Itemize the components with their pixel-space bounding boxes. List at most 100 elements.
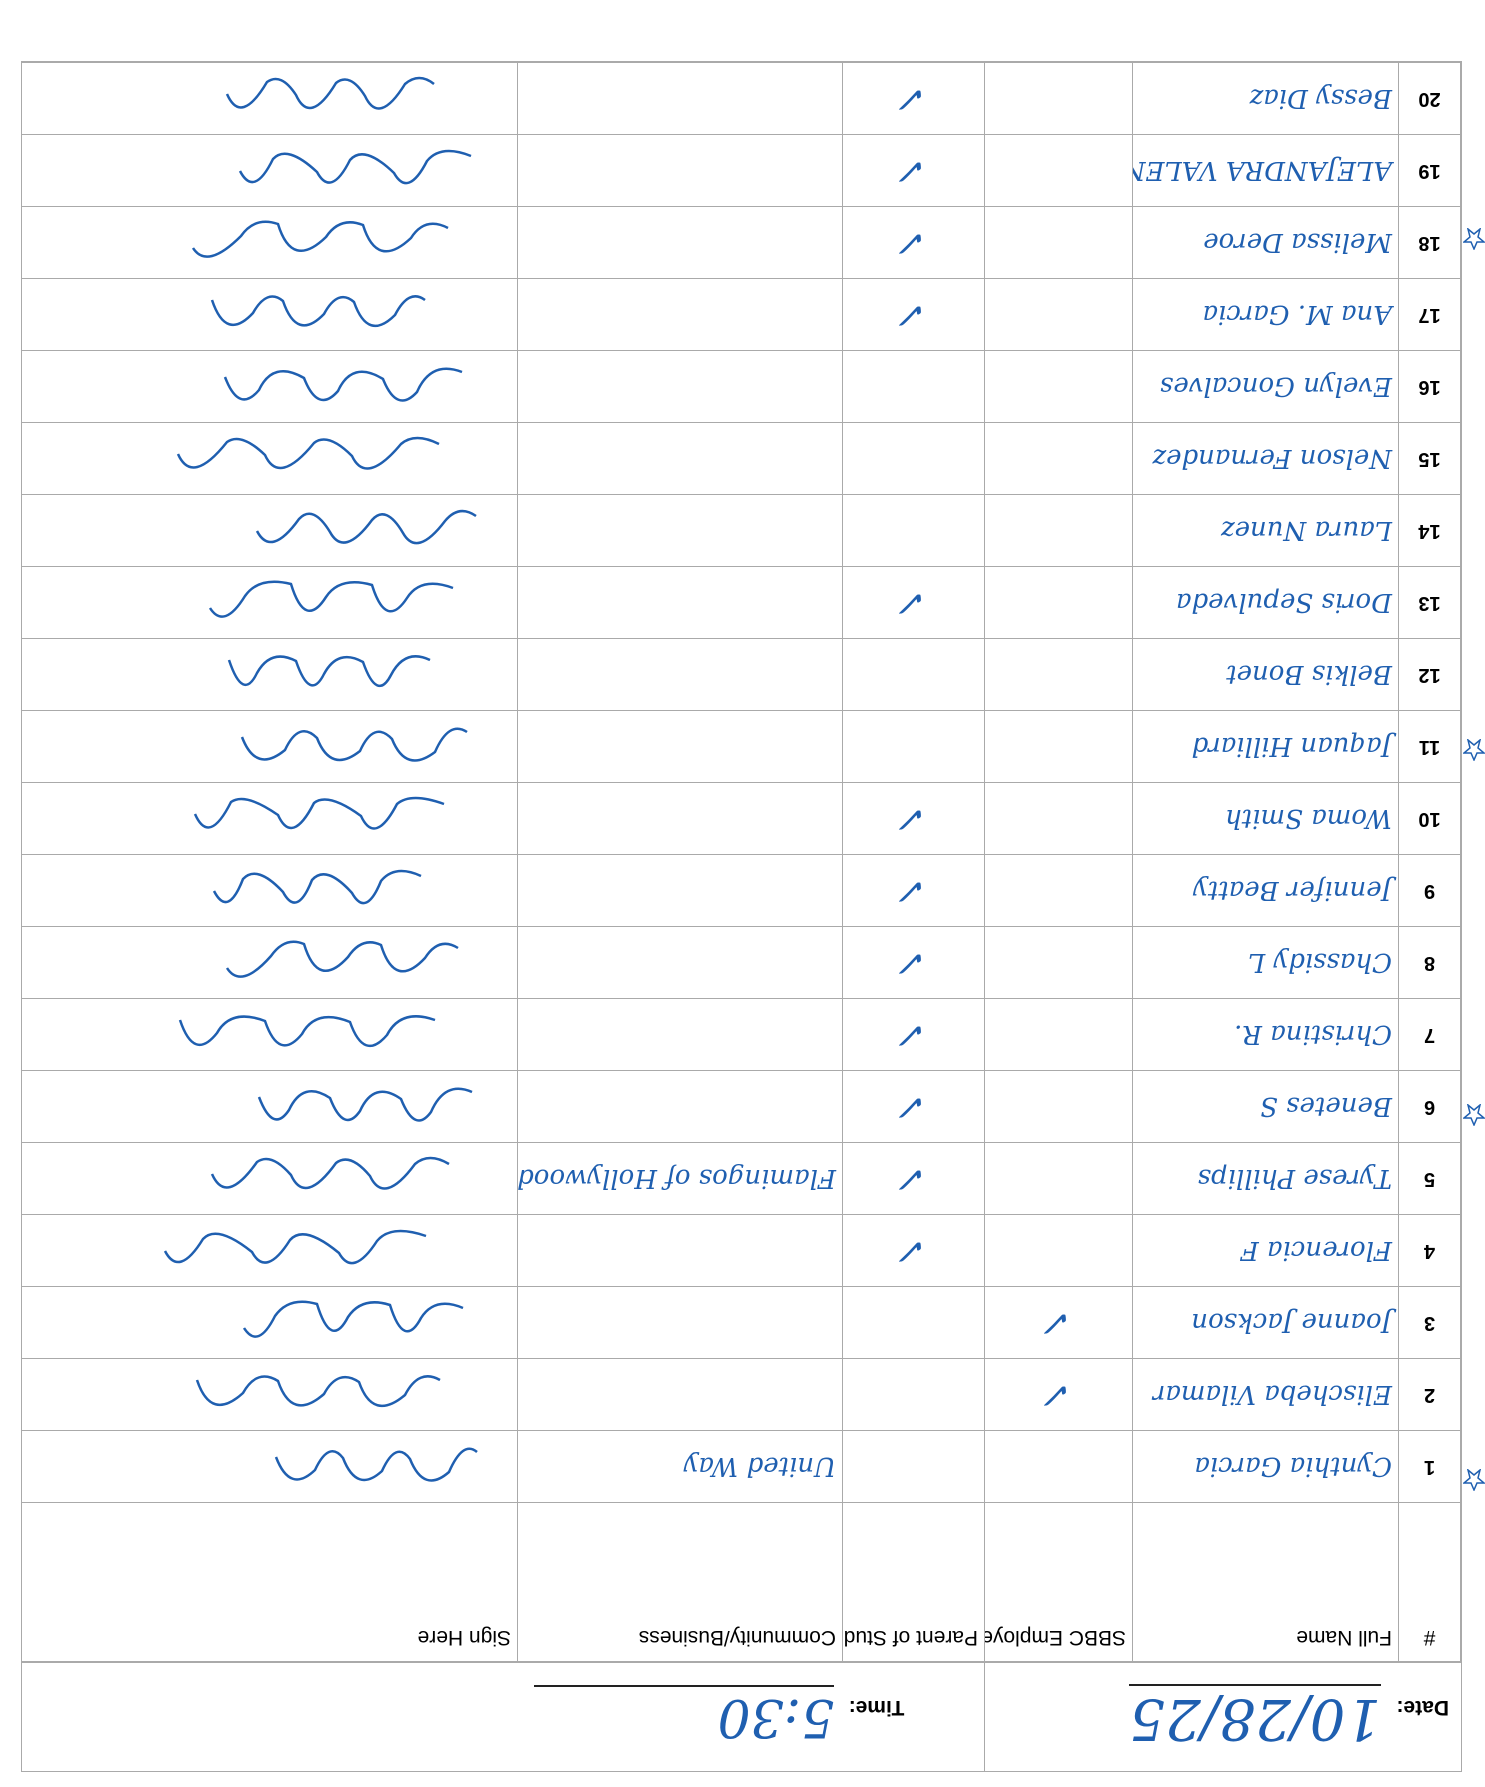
parent-check: ✓ (842, 926, 985, 999)
column-header: Sign Here (21, 1502, 518, 1662)
employee-check: ✓ (984, 1358, 1133, 1431)
signature-cell (21, 782, 518, 855)
employee-check (984, 1070, 1133, 1143)
row-number: 6 (1398, 1070, 1461, 1143)
star-mark (1463, 739, 1485, 761)
full-name: Chassidy L (1132, 926, 1399, 999)
signature (193, 796, 445, 830)
full-name: ALEJANDRA VALENTINE (1132, 134, 1399, 207)
star-shape (1463, 228, 1485, 250)
signature (163, 1229, 427, 1265)
time-value: 5:30 (534, 1685, 835, 1747)
full-name: Nelson Fernandez (1132, 422, 1399, 495)
star-shape (1463, 739, 1485, 761)
signature (257, 1087, 473, 1122)
signature-cell (21, 422, 518, 495)
row-number: 9 (1398, 854, 1461, 927)
date-value: 10/28/25 (1129, 1684, 1381, 1751)
signature-stroke (257, 1087, 473, 1122)
star-shape (1463, 1104, 1485, 1126)
signature-stroke (255, 509, 477, 545)
parent-check: ✓ (842, 206, 985, 279)
full-name: Joanne Jackson (1132, 1286, 1399, 1359)
community-business (517, 1358, 843, 1431)
signature-cell (21, 206, 518, 279)
parent-check: ✓ (842, 998, 985, 1071)
column-header: Parent of Student (842, 1502, 985, 1662)
column-header: Full Name (1132, 1502, 1399, 1662)
row-number: 10 (1398, 782, 1461, 855)
full-name: Cynthia Garcia (1132, 1430, 1399, 1503)
employee-check (984, 566, 1133, 639)
signature (223, 367, 463, 402)
table-row: 7 Christina R. ✓ (21, 998, 1461, 1071)
row-number: 11 (1398, 710, 1461, 783)
date-label: Date: (1396, 1696, 1449, 1719)
parent-check (842, 638, 985, 711)
signature-stroke (210, 295, 426, 328)
community-business (517, 494, 843, 567)
employee-check (984, 998, 1133, 1071)
signature-stroke (225, 940, 459, 978)
employee-check (984, 1430, 1133, 1503)
table-row: 15 Nelson Fernandez (21, 422, 1461, 495)
table-row: 11 Jaquan Hilliard (21, 710, 1461, 783)
star-mark (1463, 228, 1485, 250)
signature-cell (21, 494, 518, 567)
full-name: Florencia F (1132, 1214, 1399, 1287)
employee-check (984, 62, 1133, 135)
signature-stroke (210, 1156, 450, 1190)
full-name: Bessy Diaz (1132, 62, 1399, 135)
row-number: 5 (1398, 1142, 1461, 1215)
signature (212, 869, 422, 905)
employee-check: ✓ (984, 1286, 1133, 1359)
table-row: 4 Florencia F ✓ (21, 1214, 1461, 1287)
row-number: 1 (1398, 1430, 1461, 1503)
signature-cell (21, 638, 518, 711)
parent-check: ✓ (842, 62, 985, 135)
community-business (517, 638, 843, 711)
employee-check (984, 638, 1133, 711)
full-name: Christina R. (1132, 998, 1399, 1071)
signature-cell (21, 926, 518, 999)
signature (178, 1015, 436, 1048)
community-business (517, 62, 843, 135)
signature-cell (21, 854, 518, 927)
table-row: 12 Belkis Bonet (21, 638, 1461, 711)
row-number: 13 (1398, 566, 1461, 639)
signature-stroke (227, 655, 431, 688)
parent-check (842, 710, 985, 783)
parent-check: ✓ (842, 1214, 985, 1287)
employee-check (984, 494, 1133, 567)
signature-cell (21, 278, 518, 351)
full-name: Jaquan Hilliard (1132, 710, 1399, 783)
signature-stroke (242, 1300, 464, 1338)
parent-check (842, 494, 985, 567)
row-number: 12 (1398, 638, 1461, 711)
column-header: # (1398, 1502, 1461, 1662)
community-business (517, 782, 843, 855)
community-business (517, 1214, 843, 1287)
community-business (517, 422, 843, 495)
full-name: Tyrese Phillips (1132, 1142, 1399, 1215)
employee-check (984, 134, 1133, 207)
table-row: 14 Laura Nunez (21, 494, 1461, 567)
signature-cell (21, 62, 518, 135)
signature-stroke (238, 149, 472, 185)
date-cell: Date: 10/28/25 (984, 1663, 1461, 1771)
row-number: 15 (1398, 422, 1461, 495)
row-number: 19 (1398, 134, 1461, 207)
parent-check (842, 350, 985, 423)
time-label: Time: (848, 1696, 905, 1719)
star-shape (1463, 1469, 1485, 1491)
column-header: SBBC Employee (984, 1502, 1133, 1662)
community-business (517, 1286, 843, 1359)
community-business (517, 710, 843, 783)
sheet-grid: Date: 10/28/25 Time: 5:30 # Full Name SBBC… (21, 61, 1462, 1772)
table-row: 8 Chassidy L ✓ (21, 926, 1461, 999)
community-business (517, 854, 843, 927)
community-business (517, 926, 843, 999)
